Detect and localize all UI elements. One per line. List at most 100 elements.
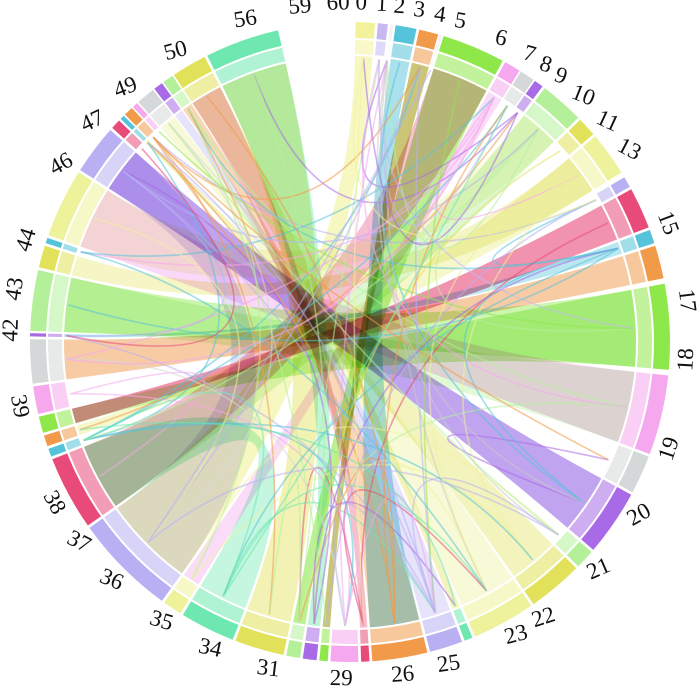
segment-inner-arc-17b [624, 251, 646, 285]
link-43-39 [70, 371, 205, 478]
link-15-31b [325, 199, 597, 626]
segment-inner-arc-21 [568, 479, 616, 539]
link-29-8 [383, 105, 509, 623]
segment-inner-arc-29 [370, 621, 424, 644]
thin-link-layer [65, 58, 634, 627]
segment-arc-31b [319, 644, 329, 662]
link-42b-9 [79, 112, 519, 431]
segment-label-4: 4 [433, 1, 448, 27]
segment-inner-arc-34 [305, 626, 320, 643]
link-7-44 [66, 96, 495, 365]
segment-inner-arc-5 [430, 51, 438, 67]
segment-inner-arc-43 [50, 382, 70, 410]
segment-inner-arc-50d [137, 121, 154, 138]
segment-arc-19 [634, 373, 669, 455]
link-0-29b [353, 58, 365, 626]
segment-arc-35 [235, 625, 287, 656]
segment-inner-arc-15b [603, 197, 632, 239]
segment-arc-1 [376, 23, 388, 41]
link-36-42a [83, 391, 265, 597]
segment-arc-2 [388, 24, 394, 41]
segment-inner-arc-26 [422, 611, 456, 635]
segment-label-13: 13 [614, 132, 646, 165]
link-38-4 [147, 66, 421, 543]
segment-label-22: 22 [528, 601, 557, 632]
segment-arc-47 [38, 245, 61, 272]
segment-arc-13 [582, 136, 622, 181]
segment-label-56: 56 [232, 4, 259, 32]
segment-arc-25b [458, 622, 473, 641]
segment-arc-23 [524, 556, 577, 605]
link-26-50 [122, 170, 437, 614]
segment-inner-arc-23 [515, 545, 564, 590]
segment-arc-50c [120, 115, 136, 131]
segment-arc-36 [182, 601, 239, 640]
segment-inner-arc-6 [434, 53, 495, 89]
segment-label-11: 11 [593, 104, 624, 136]
link-50-10 [122, 128, 539, 244]
link-29-59 [206, 96, 396, 623]
link-17-46 [68, 247, 619, 342]
link-50b-44b [65, 148, 235, 347]
link-2-22 [379, 60, 559, 536]
segment-inner-arc-10 [525, 102, 566, 141]
segment-inner-arc-35 [241, 610, 291, 638]
segment-label-34: 34 [196, 633, 224, 662]
segment-inner-arc-15 [596, 186, 615, 203]
segment-label-23: 23 [502, 619, 531, 649]
segment-label-29: 29 [330, 665, 353, 690]
ribbon-17b-44 [63, 255, 631, 380]
segment-inner-arc-18 [633, 286, 652, 369]
segment-label-50: 50 [161, 35, 190, 65]
segment-label-60: 60 [326, 0, 349, 15]
segment-label-59: 59 [287, 0, 312, 19]
segment-arc-5 [434, 34, 443, 51]
link-7-13 [434, 96, 581, 220]
segment-inner-arc-60 [215, 47, 286, 85]
link-31-2 [338, 60, 388, 627]
segment-arc-56c [163, 75, 182, 96]
segment-inner-arc-31b [321, 628, 330, 644]
ribbon-layer [63, 56, 637, 628]
segment-inner-arc-20 [604, 445, 632, 484]
segment-arc-3 [393, 25, 417, 45]
segment-inner-arc-42b [61, 426, 78, 441]
link-50d-20 [152, 136, 609, 461]
segment-arc-42 [38, 412, 59, 433]
link-34-50 [122, 170, 333, 624]
link-38-22 [147, 466, 559, 543]
segment-label-3: 3 [412, 0, 426, 22]
segment-label-2: 2 [393, 0, 406, 18]
segment-label-47: 47 [76, 104, 107, 136]
segment-label-43: 43 [0, 275, 28, 302]
segment-arc-15b [617, 189, 649, 234]
segment-label-37: 37 [63, 525, 95, 558]
segment-inner-arc-44b [48, 333, 63, 337]
segment-label-44: 44 [10, 224, 41, 254]
segment-arc-6 [438, 35, 503, 75]
segment-arc-44b [30, 333, 47, 337]
link-17-21 [463, 247, 619, 504]
segment-label-38: 38 [38, 486, 71, 518]
link-25b-42b [79, 421, 457, 606]
ribbon-39-6 [83, 68, 487, 507]
link-42a-31 [83, 422, 354, 627]
segment-arc-50e [132, 103, 148, 119]
segment-label-49: 49 [110, 71, 140, 103]
segment-inner-arc-56 [150, 104, 173, 126]
segment-arc-17 [634, 229, 655, 249]
segment-label-42: 42 [0, 318, 23, 342]
segment-arc-50d [124, 107, 143, 126]
segment-label-0: 0 [355, 0, 367, 15]
segment-arc-59 [173, 56, 212, 89]
segment-arc-44 [30, 339, 49, 384]
link-50d-35 [152, 136, 276, 615]
segment-inner-arc-34b [289, 624, 305, 641]
segment-label-35: 35 [147, 605, 176, 636]
segment-inner-arc-59 [183, 72, 220, 102]
segment-inner-arc-47b [62, 243, 78, 254]
link-56c-37 [187, 108, 261, 579]
